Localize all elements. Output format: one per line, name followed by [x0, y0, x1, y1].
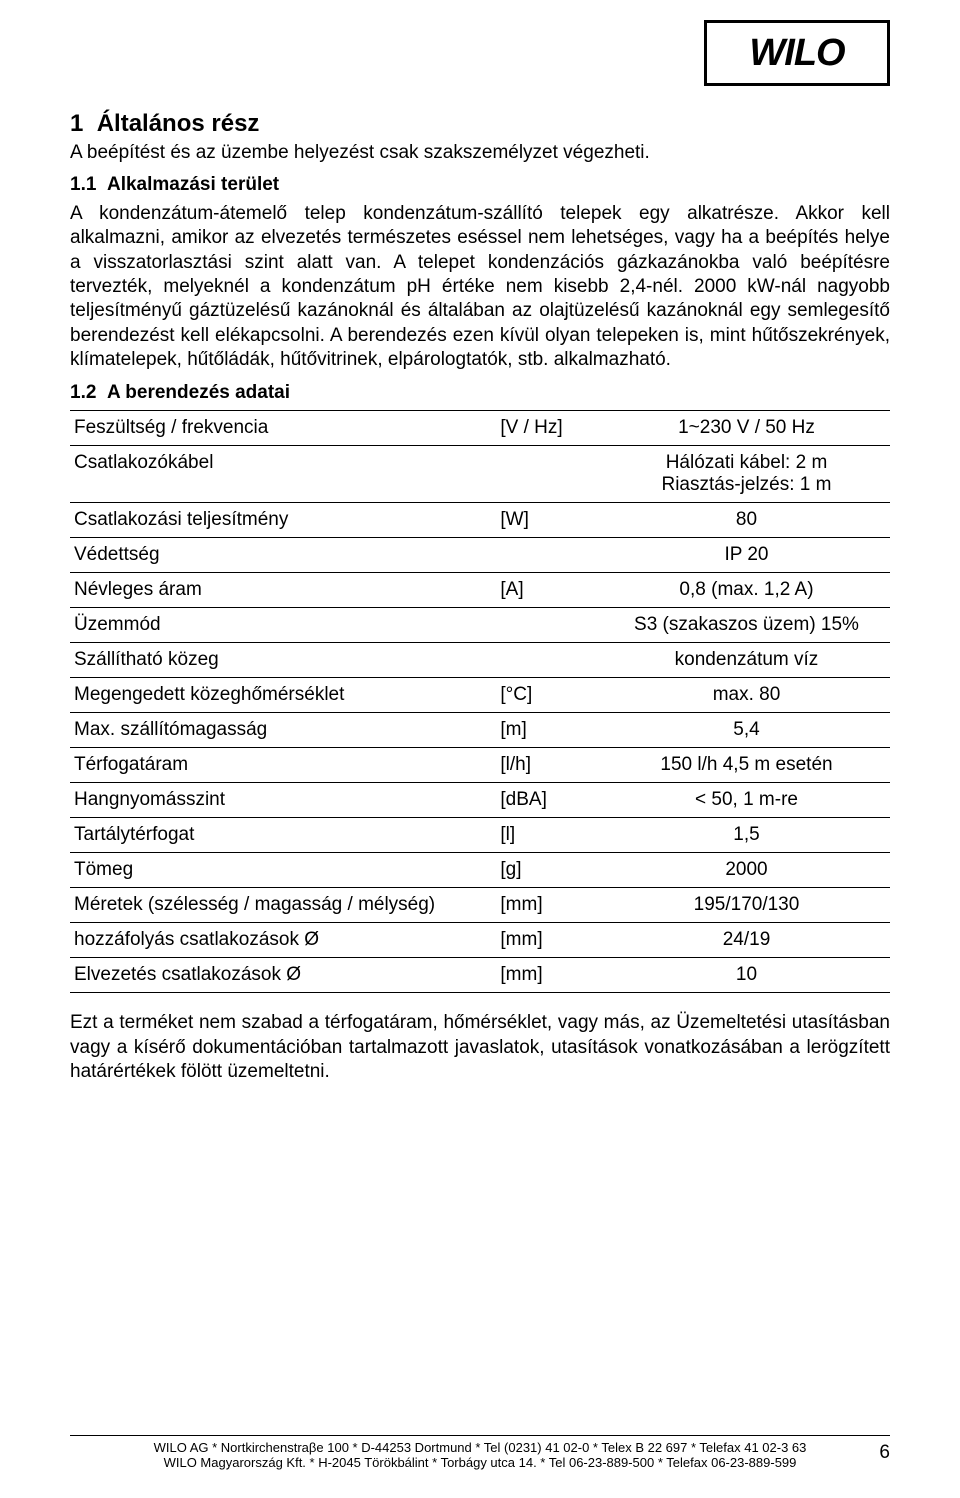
table-row: Csatlakozási teljesítmény[W]80: [70, 503, 890, 538]
table-row: Megengedett közeghőmérséklet[°C]max. 80: [70, 678, 890, 713]
cell-unit: [W]: [496, 503, 603, 538]
cell-unit: [l]: [496, 818, 603, 853]
cell-unit: [A]: [496, 573, 603, 608]
paragraph-1: A kondenzátum-átemelő telep kondenzátum-…: [70, 202, 890, 372]
cell-label: hozzáfolyás csatlakozások Ø: [70, 923, 496, 958]
cell-label: Csatlakozási teljesítmény: [70, 503, 496, 538]
table-row: Csatlakozókábel Hálózati kábel: 2 m Riasz…: [70, 446, 890, 503]
cell-unit: [m]: [496, 713, 603, 748]
footer-line-2: WILO Magyarország Kft. * H-2045 Törökbál…: [70, 1455, 890, 1470]
cell-unit: [dBA]: [496, 783, 603, 818]
sub1-title: Alkalmazási terület: [107, 174, 279, 195]
table-row: Elvezetés csatlakozások Ø[mm]10: [70, 958, 890, 993]
cell-label: Tartálytérfogat: [70, 818, 496, 853]
cell-label: Üzemmód: [70, 608, 496, 643]
section-number: 1: [70, 110, 83, 137]
cell-unit: [V / Hz]: [496, 411, 603, 446]
brand-logo: WILO: [704, 20, 890, 86]
cell-value: 195/170/130: [603, 888, 890, 923]
page-footer: WILO AG * Nortkirchenstraβe 100 * D-4425…: [70, 1435, 890, 1470]
cell-label: Tömeg: [70, 853, 496, 888]
section-title: Általános rész: [97, 110, 260, 137]
cell-unit: [496, 608, 603, 643]
table-row: Üzemmód S3 (szakaszos üzem) 15%: [70, 608, 890, 643]
cell-unit: [l/h]: [496, 748, 603, 783]
cell-value: S3 (szakaszos üzem) 15%: [603, 608, 890, 643]
cell-label: Méretek (szélesség / magasság / mélység): [70, 888, 496, 923]
cell-value: < 50, 1 m-re: [603, 783, 890, 818]
cell-label: Csatlakozókábel: [70, 446, 496, 503]
cell-value: 1,5: [603, 818, 890, 853]
cell-value: 1~230 V / 50 Hz: [603, 411, 890, 446]
cell-value: 150 l/h 4,5 m esetén: [603, 748, 890, 783]
cell-value: 80: [603, 503, 890, 538]
section-subtitle: A beépítést és az üzembe helyezést csak …: [70, 142, 890, 164]
table-row: Térfogatáram[l/h]150 l/h 4,5 m esetén: [70, 748, 890, 783]
cell-value: IP 20: [603, 538, 890, 573]
cell-unit: [g]: [496, 853, 603, 888]
cell-unit: [496, 643, 603, 678]
table-row: hozzáfolyás csatlakozások Ø[mm]24/19: [70, 923, 890, 958]
cell-label: Hangnyomásszint: [70, 783, 496, 818]
sub2-title: A berendezés adatai: [107, 382, 290, 403]
table-row: Tömeg[g]2000: [70, 853, 890, 888]
cell-unit: [496, 538, 603, 573]
table-row: Max. szállítómagasság[m]5,4: [70, 713, 890, 748]
subsection-2-heading: 1.2 A berendezés adatai: [70, 382, 890, 404]
subsection-1-heading: 1.1 Alkalmazási terület: [70, 174, 890, 196]
cell-unit: [°C]: [496, 678, 603, 713]
cell-value: Hálózati kábel: 2 m Riasztás-jelzés: 1 m: [603, 446, 890, 503]
spec-table: Feszültség / frekvencia[V / Hz]1~230 V /…: [70, 410, 890, 993]
cell-unit: [496, 446, 603, 503]
footer-line-1: WILO AG * Nortkirchenstraβe 100 * D-4425…: [70, 1440, 890, 1455]
table-row: Hangnyomásszint[dBA]< 50, 1 m-re: [70, 783, 890, 818]
table-row: Szállítható közeg kondenzátum víz: [70, 643, 890, 678]
section-heading: 1 Általános rész: [70, 110, 890, 138]
cell-value: kondenzátum víz: [603, 643, 890, 678]
cell-value: 0,8 (max. 1,2 A): [603, 573, 890, 608]
cell-label: Elvezetés csatlakozások Ø: [70, 958, 496, 993]
document-page: WILO 1 Általános rész A beépítést és az …: [0, 0, 960, 1498]
table-row: Feszültség / frekvencia[V / Hz]1~230 V /…: [70, 411, 890, 446]
table-row: Védettség IP 20: [70, 538, 890, 573]
cell-value: 5,4: [603, 713, 890, 748]
table-row: Méretek (szélesség / magasság / mélység)…: [70, 888, 890, 923]
page-number: 6: [879, 1442, 890, 1464]
cell-label: Névleges áram: [70, 573, 496, 608]
sub2-number: 1.2: [70, 382, 96, 403]
cell-label: Megengedett közeghőmérséklet: [70, 678, 496, 713]
table-row: Névleges áram[A]0,8 (max. 1,2 A): [70, 573, 890, 608]
table-row: Tartálytérfogat[l]1,5: [70, 818, 890, 853]
cell-value: 2000: [603, 853, 890, 888]
cell-unit: [mm]: [496, 958, 603, 993]
cell-label: Max. szállítómagasság: [70, 713, 496, 748]
cell-label: Szállítható közeg: [70, 643, 496, 678]
cell-label: Térfogatáram: [70, 748, 496, 783]
cell-value: 24/19: [603, 923, 890, 958]
sub1-number: 1.1: [70, 174, 96, 195]
cell-value: max. 80: [603, 678, 890, 713]
cell-label: Feszültség / frekvencia: [70, 411, 496, 446]
cell-unit: [mm]: [496, 888, 603, 923]
logo-text: WILO: [749, 32, 844, 75]
cell-unit: [mm]: [496, 923, 603, 958]
cell-value: 10: [603, 958, 890, 993]
cell-label: Védettség: [70, 538, 496, 573]
paragraph-2: Ezt a terméket nem szabad a térfogatáram…: [70, 1011, 890, 1084]
